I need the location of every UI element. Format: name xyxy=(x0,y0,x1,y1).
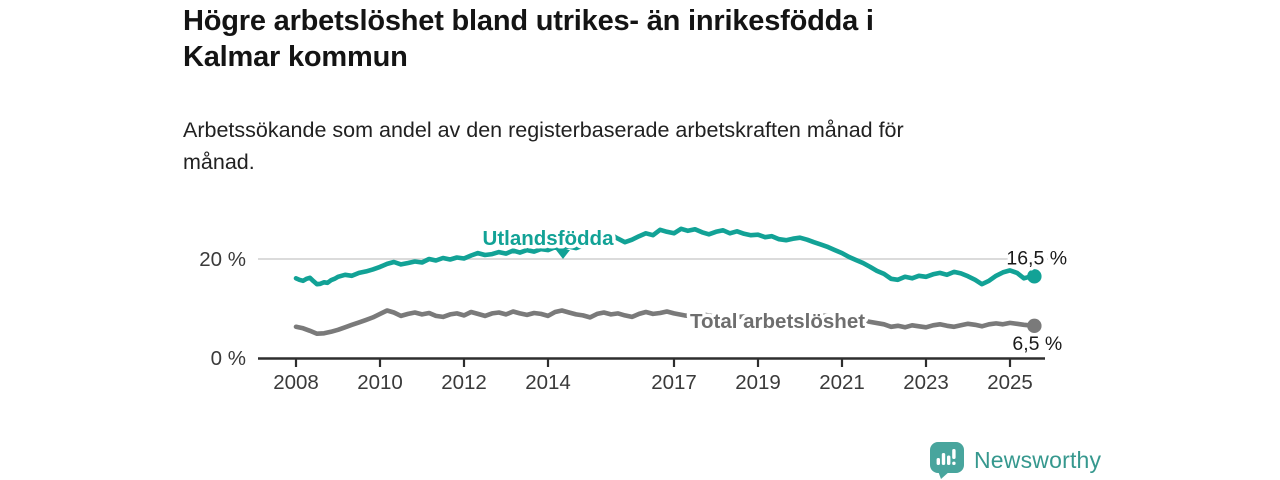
chart-subtitle: Arbetssökande som andel av den registerb… xyxy=(183,118,904,175)
x-tick-label: 2021 xyxy=(819,371,865,394)
x-tick-label: 2019 xyxy=(735,371,781,394)
series-lines xyxy=(293,226,1042,337)
brand-footer[interactable]: Newsworthy xyxy=(929,441,1101,479)
series-label-pointer-icon xyxy=(556,250,570,259)
series-labels: Utlandsfödda Total arbetslöshet xyxy=(479,224,869,337)
x-tick-label: 2010 xyxy=(357,371,403,394)
y-tick-label: 20 % xyxy=(199,248,246,271)
value-annotations: 16,5 % 6,5 % xyxy=(1003,244,1071,359)
x-tick-label: 2012 xyxy=(441,371,487,394)
series-label-utlandsfodda: Utlandsfödda xyxy=(483,227,615,250)
series-line-1 xyxy=(293,308,1037,337)
series-label-total: Total arbetslöshet xyxy=(690,310,865,333)
x-tick-label: 2023 xyxy=(903,371,949,394)
x-tick-label: 2025 xyxy=(987,371,1033,394)
x-axis: 2008 2010 2012 2014 2017 2019 2021 2023 2025 xyxy=(258,357,1045,394)
brand-name: Newsworthy xyxy=(974,446,1102,473)
newsworthy-logo-icon xyxy=(930,442,964,479)
x-tick-label: 2014 xyxy=(525,371,571,394)
end-value-label-1: 6,5 % xyxy=(1012,333,1062,355)
x-tick-label: 2008 xyxy=(273,371,319,394)
end-value-label-0: 16,5 % xyxy=(1006,247,1067,269)
y-axis-labels: 0 % 20 % xyxy=(199,248,246,370)
y-tick-label: 0 % xyxy=(211,347,246,370)
series-end-dot-1 xyxy=(1027,318,1042,334)
chart-title: Högre arbetslöshet bland utrikes- än inr… xyxy=(183,5,874,73)
x-tick-label: 2017 xyxy=(651,371,697,394)
series-end-dot-0 xyxy=(1027,269,1042,284)
series-line-0 xyxy=(293,226,1037,287)
